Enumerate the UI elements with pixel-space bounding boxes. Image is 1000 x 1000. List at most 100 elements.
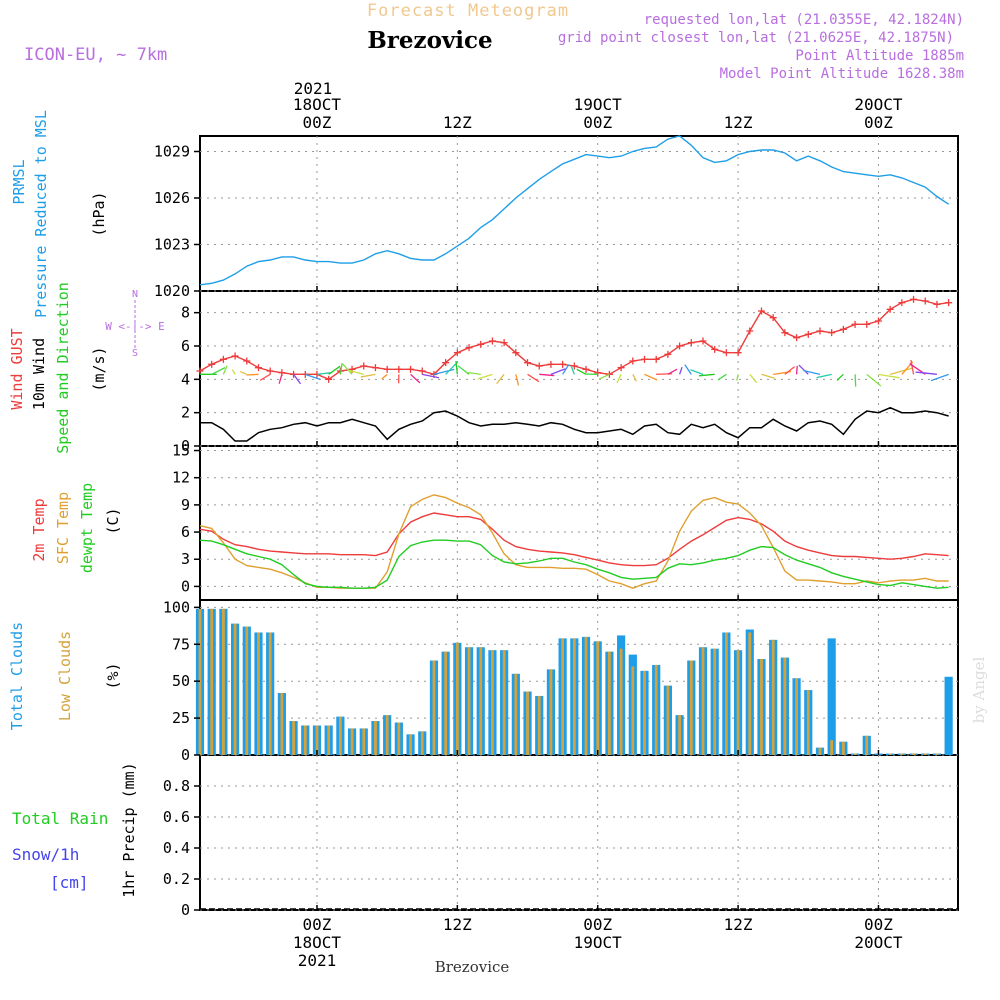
gust-point [465, 344, 473, 352]
low-clouds-label: Low Clouds [56, 631, 74, 721]
low-cloud-bar [292, 721, 295, 755]
pressure-unit: (hPa) [90, 191, 108, 236]
ytick-label-precip: 0.2 [163, 870, 190, 888]
panel-frame-pressure [199, 135, 959, 292]
gust-point [582, 365, 590, 373]
ytick-label-clouds: 75 [172, 635, 190, 653]
dewpt-line [199, 539, 949, 589]
wind-arrow-icon [305, 373, 321, 381]
wind-arrow-icon [749, 373, 758, 384]
wind-arrow-icon [316, 371, 332, 375]
gust-point [407, 365, 415, 373]
gust-point [266, 367, 274, 375]
gust-point [418, 367, 426, 375]
top-time-label: 00Z [303, 113, 332, 132]
low-cloud-bar [888, 753, 892, 755]
gust-point [395, 365, 403, 373]
top-time-label: 12Z [443, 113, 472, 132]
wind-arrow-icon [690, 369, 704, 375]
low-cloud-bar [420, 731, 424, 755]
temp-dewpt-label: dewpt Temp [78, 483, 96, 573]
wind-unit: (m/s) [90, 346, 108, 391]
ytick-label-pressure: 1020 [154, 282, 190, 300]
panel-frames [199, 135, 959, 911]
t2m-line [199, 512, 949, 567]
wind-arrow-icon [246, 373, 259, 376]
temp-2m-label: 2m Temp [30, 498, 48, 561]
gust-point [208, 360, 216, 368]
low-cloud-bar [912, 753, 915, 755]
top-time-label: 19OCT [574, 95, 623, 114]
gust-point [816, 327, 824, 335]
wind-arrow-icon [854, 374, 857, 387]
low-cloud-bar [221, 608, 225, 755]
gust-point [594, 369, 602, 377]
wind-arrow-icon [910, 359, 915, 375]
low-cloud-bar [654, 664, 658, 755]
wind-arrow-icon [866, 373, 882, 387]
total-clouds-label: Total Clouds [8, 622, 26, 730]
wind-arrow-icon [836, 373, 844, 381]
wind-arrow-icon [761, 373, 775, 379]
gust-point [231, 352, 239, 360]
wind-arrow-icon [598, 373, 610, 380]
point-altitude: Point Altitude 1885m [795, 48, 964, 64]
low-cloud-bar [689, 660, 693, 755]
low-cloud-bar [561, 638, 565, 755]
low-cloud-bar [666, 685, 670, 755]
wind-speed-dir-label: Speed and Direction [54, 282, 72, 454]
bottom-time-label: 20OCT [854, 933, 903, 952]
wind-arrow-icon [455, 360, 458, 375]
low-cloud-bar [467, 647, 471, 755]
wind-arrow-icon [562, 364, 570, 375]
cloud-unit: (%) [104, 662, 122, 689]
wind-arrow-icon [342, 363, 353, 375]
gust-point [722, 349, 730, 357]
ytick-label-clouds: 100 [163, 598, 190, 616]
model-label: ICON-EU, ~ 7km [24, 45, 167, 65]
requested-coords: requested lon,lat (21.0355E, 42.1824N) [644, 12, 964, 28]
gust-point [921, 297, 929, 305]
top-time-label: 12Z [724, 113, 753, 132]
low-cloud-bar [432, 660, 436, 755]
low-cloud-bar [900, 753, 904, 755]
gust-point [746, 327, 754, 335]
bottom-time-label: 00Z [864, 915, 893, 934]
low-cloud-bar [818, 747, 822, 755]
wind-arrow-icon [211, 367, 226, 375]
wind-arrow-icon [889, 367, 913, 375]
low-cloud-bar [537, 695, 541, 755]
panel-grids [200, 136, 958, 911]
gust-point [863, 320, 871, 328]
low-cloud-bar [233, 623, 237, 755]
pressure-label-b: Pressure Reduced to MSL [32, 110, 50, 318]
bottom-time-label: 12Z [443, 915, 472, 934]
gust-point [524, 359, 532, 367]
wind-10m-label: 10m Wind [30, 338, 48, 410]
gust-point [734, 349, 742, 357]
ytick-label-pressure: 1029 [154, 143, 190, 161]
total-rain-label: Total Rain [12, 809, 108, 828]
wind-arrow-icon [465, 371, 481, 375]
gust-point [886, 305, 894, 313]
gust-point [664, 350, 672, 358]
bottom-time-label: 18OCT [293, 933, 342, 952]
wind-arrow-icon [222, 365, 228, 375]
wind-arrow-icon [684, 364, 692, 375]
ytick-label-pressure: 1026 [154, 189, 190, 207]
compass-s: S [132, 348, 138, 359]
low-cloud-bar [245, 626, 249, 755]
grid-point-coords: grid point closest lon,lat (21.0625E, 42… [558, 30, 954, 46]
wind-arrow-icon [717, 373, 727, 381]
precip-unit: 1hr Precip (mm) [120, 762, 138, 897]
low-cloud-bar [783, 657, 787, 755]
gust-point [804, 330, 812, 338]
wind-arrow-icon [278, 374, 283, 384]
wind-arrow-icon [496, 373, 505, 385]
gust-point [898, 299, 906, 307]
wind-arrow-icon [293, 373, 302, 385]
low-cloud-bar [280, 693, 284, 755]
location-title: Brezovice [367, 27, 492, 54]
gust-point [757, 307, 765, 315]
ytick-label-clouds: 0 [181, 746, 190, 764]
